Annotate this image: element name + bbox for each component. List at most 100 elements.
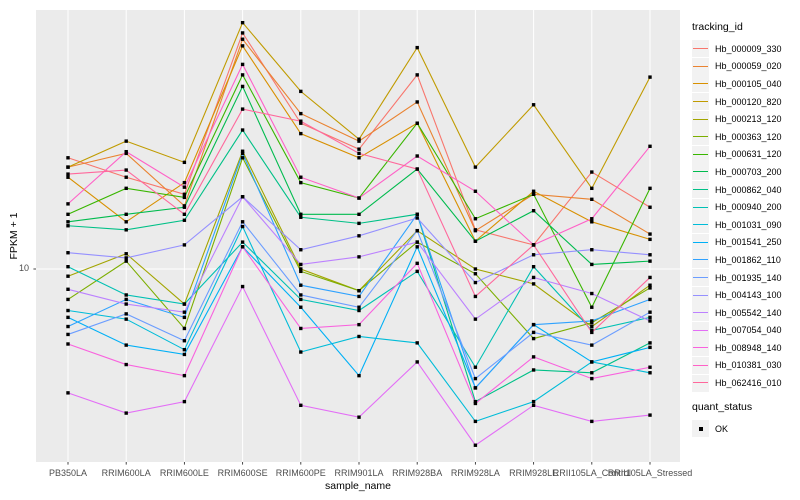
- legend-item-Hb_000363_120: Hb_000363_120: [692, 128, 800, 146]
- data-point: [357, 373, 361, 378]
- data-point: [648, 205, 652, 209]
- data-point: [66, 156, 70, 160]
- data-point: [66, 308, 70, 313]
- x-tick-label-RRIM928LE: RRIM928LE: [509, 468, 559, 478]
- data-point: [473, 217, 478, 221]
- legend-item-Hb_001862_110: Hb_001862_110: [692, 251, 800, 269]
- data-point: [473, 399, 478, 404]
- data-point: [124, 256, 128, 260]
- data-point: [240, 37, 245, 41]
- line-swatch-icon: [692, 57, 709, 75]
- data-point: [648, 259, 652, 263]
- data-point: [357, 156, 361, 160]
- data-point: [182, 192, 187, 196]
- data-point: [473, 365, 478, 369]
- legend-item-label: Hb_008948_140: [715, 342, 782, 353]
- data-point: [590, 328, 594, 333]
- line-swatch-icon: [692, 163, 709, 181]
- data-point: [182, 310, 187, 314]
- data-point: [299, 111, 303, 116]
- data-point: [648, 283, 652, 287]
- data-point: [473, 272, 478, 276]
- data-point: [66, 165, 70, 169]
- data-point: [473, 419, 478, 424]
- data-point: [590, 330, 594, 335]
- data-point: [124, 220, 128, 224]
- data-point: [182, 180, 187, 185]
- y-axis-title: FPKM + 1: [8, 212, 20, 260]
- data-point: [531, 103, 536, 107]
- line-swatch-icon: [692, 145, 709, 163]
- data-point: [531, 243, 536, 247]
- data-point: [648, 144, 652, 148]
- data-point: [357, 255, 361, 259]
- data-point: [473, 401, 478, 406]
- legend-item-ok: OK: [692, 420, 800, 438]
- data-point: [124, 293, 128, 297]
- data-point: [415, 341, 419, 345]
- data-point: [531, 322, 536, 327]
- legend-item-label: Hb_007054_040: [715, 325, 782, 336]
- data-point: [357, 139, 361, 143]
- data-point: [531, 330, 536, 335]
- data-point: [415, 228, 419, 233]
- legend-item-Hb_000940_200: Hb_000940_200: [692, 198, 800, 216]
- line-swatch-icon: [692, 321, 709, 339]
- data-point: [648, 345, 652, 350]
- data-point: [648, 319, 652, 323]
- data-point: [240, 284, 245, 289]
- data-point: [531, 368, 536, 372]
- data-point: [357, 212, 361, 216]
- data-point: [299, 267, 303, 271]
- data-point: [124, 149, 128, 154]
- legend: tracking_id Hb_000009_330 Hb_000059_020 Hb…: [692, 21, 800, 438]
- data-point: [240, 151, 245, 156]
- x-tick-label-RRIM928LA: RRIM928LA: [450, 468, 500, 478]
- line-swatch-icon: [692, 339, 709, 357]
- data-point: [299, 180, 303, 185]
- data-point: [182, 339, 187, 343]
- line-swatch-icon: [692, 110, 709, 128]
- x-tick-label-RRIM600LA: RRIM600LA: [101, 468, 151, 478]
- data-point: [590, 220, 594, 224]
- data-point: [240, 128, 245, 132]
- x-axis-title: sample_name: [325, 480, 391, 492]
- data-point: [648, 232, 652, 236]
- data-point: [357, 137, 361, 141]
- data-point: [415, 100, 419, 104]
- line-swatch-icon: [692, 356, 709, 374]
- data-point: [648, 286, 652, 290]
- data-point: [473, 280, 478, 285]
- data-point: [299, 350, 303, 354]
- data-point: [299, 305, 303, 309]
- data-point: [531, 282, 536, 286]
- legend-item-label: Hb_000940_200: [715, 202, 782, 213]
- data-point: [299, 119, 303, 123]
- data-point: [182, 195, 187, 200]
- legend-item-Hb_000120_820: Hb_000120_820: [692, 93, 800, 111]
- data-point: [182, 352, 187, 357]
- data-point: [124, 228, 128, 232]
- data-point: [299, 403, 303, 408]
- data-point: [240, 84, 245, 89]
- data-point: [473, 386, 478, 390]
- data-point: [182, 212, 187, 216]
- data-point: [357, 234, 361, 238]
- data-point: [240, 156, 245, 160]
- data-point: [66, 224, 70, 228]
- data-point: [473, 294, 478, 299]
- data-point: [66, 175, 70, 179]
- x-tick-label-RRIM928BA: RRIM928BA: [392, 468, 443, 478]
- line-swatch-icon: [692, 304, 709, 322]
- legend-item-Hb_001031_090: Hb_001031_090: [692, 216, 800, 234]
- data-point: [357, 196, 361, 200]
- data-point: [66, 220, 70, 224]
- data-point: [124, 212, 128, 216]
- data-point: [182, 205, 187, 209]
- data-point: [531, 209, 536, 213]
- data-point: [531, 399, 536, 404]
- legend-item-label: Hb_005542_140: [715, 307, 782, 318]
- data-point: [648, 75, 652, 79]
- data-point: [473, 443, 478, 447]
- data-point: [590, 217, 594, 221]
